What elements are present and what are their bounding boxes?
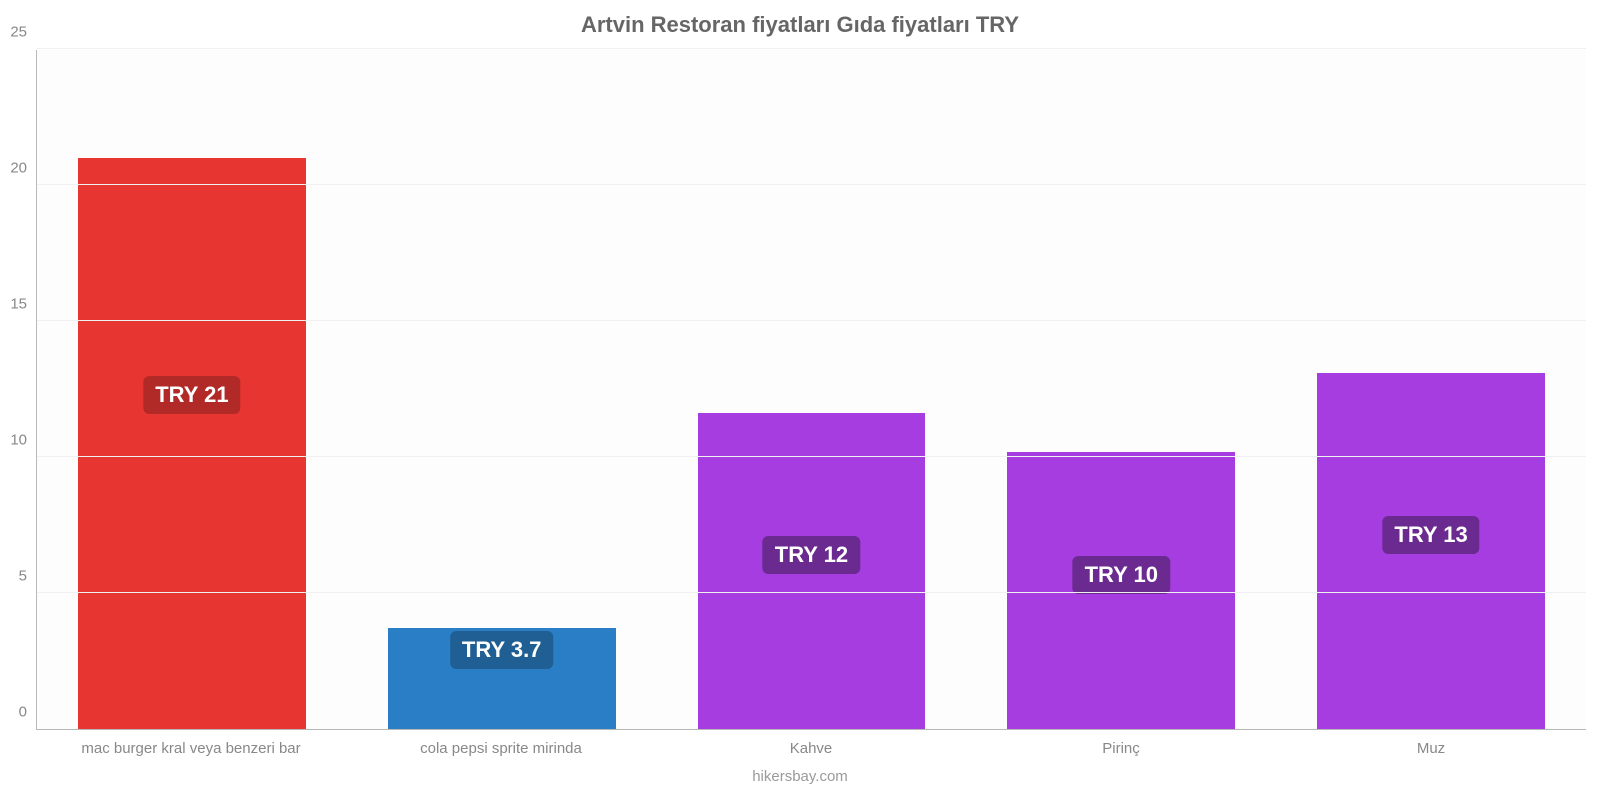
y-tick-label: 5 <box>19 568 37 585</box>
y-tick-label: 10 <box>10 432 37 449</box>
gridline <box>37 456 1586 457</box>
gridline <box>37 184 1586 185</box>
x-tick-label: Kahve <box>672 740 950 757</box>
footer-credit: hikersbay.com <box>0 768 1600 785</box>
x-tick-label: Muz <box>1292 740 1570 757</box>
bar-value-label: TRY 12 <box>763 536 860 574</box>
bar-slot: TRY 21 <box>53 50 331 729</box>
bar: TRY 12 <box>698 413 926 729</box>
bar: TRY 13 <box>1317 373 1545 729</box>
x-axis-labels: mac burger kral veya benzeri bar cola pep… <box>36 740 1586 757</box>
plot-area: TRY 21TRY 3.7TRY 12TRY 10TRY 13 05101520… <box>36 50 1586 730</box>
x-tick-label: mac burger kral veya benzeri bar <box>52 740 330 757</box>
chart-container: Artvin Restoran fiyatları Gıda fiyatları… <box>0 0 1600 800</box>
y-tick-label: 15 <box>10 296 37 313</box>
bar: TRY 3.7 <box>388 628 616 729</box>
bar-value-label: TRY 21 <box>143 376 240 414</box>
bar-value-label: TRY 13 <box>1382 516 1479 554</box>
chart-title: Artvin Restoran fiyatları Gıda fiyatları… <box>0 12 1600 38</box>
bar: TRY 10 <box>1007 452 1235 729</box>
x-tick-label: Pirinç <box>982 740 1260 757</box>
x-tick-label: cola pepsi sprite mirinda <box>362 740 640 757</box>
y-tick-label: 0 <box>19 704 37 721</box>
bar: TRY 21 <box>78 158 306 729</box>
bar-value-label: TRY 3.7 <box>450 631 553 669</box>
gridline <box>37 48 1586 49</box>
y-tick-label: 20 <box>10 160 37 177</box>
bar-slot: TRY 3.7 <box>363 50 641 729</box>
bar-slot: TRY 12 <box>672 50 950 729</box>
gridline <box>37 320 1586 321</box>
bar-value-label: TRY 10 <box>1073 556 1170 594</box>
bar-slot: TRY 10 <box>982 50 1260 729</box>
bar-slot: TRY 13 <box>1292 50 1570 729</box>
y-tick-label: 25 <box>10 24 37 41</box>
bars-row: TRY 21 TRY 3.7 TRY 12 TRY 10 TRY 13 <box>37 50 1586 729</box>
gridline <box>37 592 1586 593</box>
